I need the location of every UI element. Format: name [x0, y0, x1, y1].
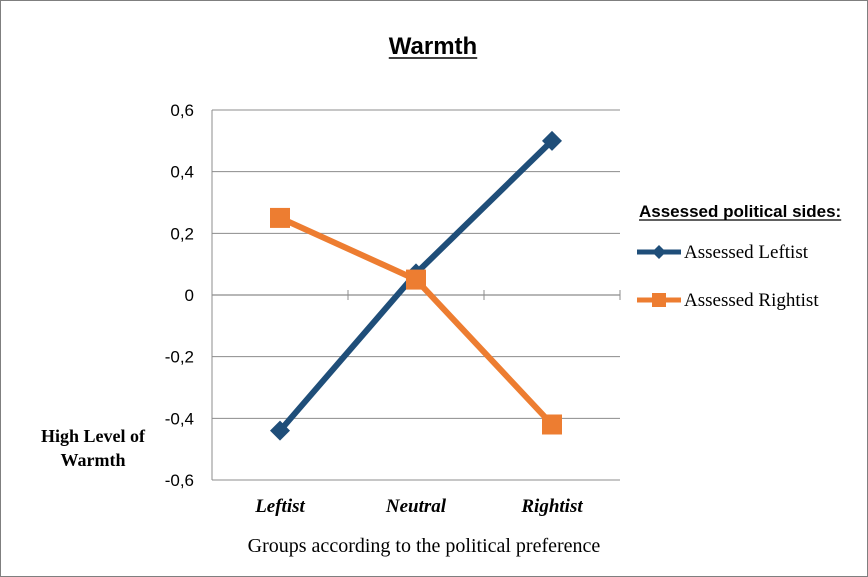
data-point [406, 269, 426, 290]
y-tick-label: 0,6 [170, 101, 194, 120]
y-tick-labels: 0,6 0,4 0,2 0 -0,2 -0,4 -0,6 [165, 101, 194, 490]
data-point [542, 130, 562, 151]
legend-entry-label: Assessed Rightist [684, 290, 819, 311]
series-line [278, 215, 555, 427]
category-label: Leftist [254, 496, 305, 517]
data-point [542, 414, 562, 435]
x-axis-label: Groups according to the political prefer… [248, 535, 601, 557]
y-axis-label-line-2: Warmth [61, 450, 126, 470]
category-labels: Leftist Neutral Rightist [254, 496, 583, 517]
y-tick-label: 0,4 [170, 163, 194, 182]
y-tick-label: 0 [185, 286, 194, 305]
legend-swatch-marker [652, 293, 666, 307]
legend-title: Assessed political sides: [639, 202, 841, 221]
y-axis-label-line-1: High Level of [41, 426, 146, 446]
series-markers [270, 130, 562, 441]
category-label: Rightist [520, 496, 583, 517]
y-tick-label: -0,4 [165, 409, 194, 428]
category-label: Neutral [385, 496, 447, 517]
data-point [270, 420, 290, 441]
y-tick-label: 0,2 [170, 224, 194, 243]
y-tick-label: -0,2 [165, 348, 194, 367]
legend: Assessed political sides: Assessed Lefti… [637, 202, 842, 311]
zero-axis [211, 110, 621, 480]
legend-entry-label: Assessed Leftist [684, 242, 809, 263]
y-tick-label: -0,6 [165, 471, 194, 490]
chart-title: Warmth [389, 33, 477, 60]
legend-swatch-marker [652, 245, 666, 259]
data-point [270, 207, 290, 228]
